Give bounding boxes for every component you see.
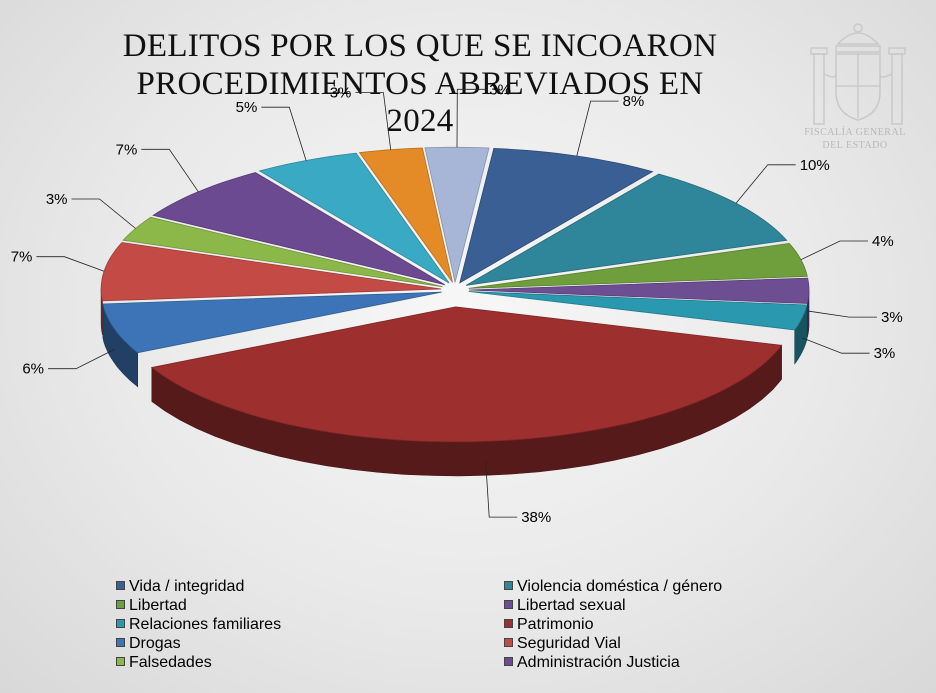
legend-label: Libertad [129, 597, 187, 614]
leader-line [735, 164, 796, 204]
legend-item: Drogas [116, 635, 181, 653]
pie-value-label: 3% [46, 191, 68, 208]
legend-swatch [116, 657, 125, 666]
legend-item: Violencia doméstica / género [504, 578, 722, 596]
pie-value-label: 3% [881, 309, 903, 326]
pie-slice [465, 173, 788, 286]
legend-item: Vida / integridad [116, 578, 244, 596]
legend-swatch [504, 600, 513, 609]
leader-line [48, 349, 115, 370]
legend-label: Violencia doméstica / género [517, 578, 723, 595]
leader-line [141, 148, 199, 192]
legend-item: Libertad sexual [504, 597, 626, 615]
pie-value-label: 3% [330, 85, 352, 102]
legend-swatch [504, 581, 513, 590]
pie-value-label: 4% [872, 233, 894, 250]
pie-slice [102, 291, 442, 354]
coat-of-arms-logo [810, 23, 906, 125]
legend-swatch [116, 638, 125, 647]
legend-swatch [116, 581, 125, 590]
legend-label: Seguridad Vial [517, 635, 621, 652]
logo-text-line-1: FISCALÍA GENERAL [804, 127, 906, 138]
leader-line [456, 88, 486, 148]
legend-swatch [504, 657, 513, 666]
legend-swatch [116, 619, 125, 628]
pie-value-label: 7% [11, 249, 33, 266]
legend-label: Vida / integridad [129, 578, 245, 595]
legend-label: Patrimonio [517, 616, 594, 633]
chart-title-line-1: DELITOS POR LOS QUE SE INCOARON [122, 28, 718, 64]
legend-label: Relaciones familiares [129, 616, 282, 633]
pie-value-label: 5% [236, 99, 258, 116]
legend-swatch [504, 638, 513, 647]
pie-value-label: 8% [623, 93, 645, 110]
pie-value-label: 3% [489, 81, 511, 98]
legend-swatch [504, 619, 513, 628]
leader-line [576, 100, 619, 157]
pie-value-label: 10% [800, 157, 830, 174]
pie-value-label: 7% [116, 141, 138, 158]
legend-item: Falsedades [116, 654, 212, 672]
legend-item: Administración Justicia [504, 654, 680, 672]
legend-item: Seguridad Vial [504, 635, 621, 653]
pie-slice [468, 277, 810, 304]
pie-value-label: 38% [521, 509, 551, 526]
legend-label: Drogas [129, 635, 181, 652]
pie-value-label: 6% [22, 361, 44, 378]
leader-line [485, 461, 518, 518]
chart-title-line-2: PROCEDIMIENTOS ABREVIADOS EN 2024 [136, 66, 704, 139]
pie-value-label: 3% [874, 345, 896, 362]
pie-chart: 8% 10% 4% 3% 3% 38% 6% 7% 3% 7% 5% 3% 3% [11, 81, 903, 526]
pie-slice [468, 291, 808, 331]
logo-text-line-2: DEL ESTADO [822, 140, 888, 151]
leader-line [261, 106, 307, 161]
legend-item: Patrimonio [504, 616, 593, 634]
leader-line [355, 92, 392, 150]
leader-line [808, 310, 877, 318]
leader-line [800, 240, 868, 261]
legend-label: Falsedades [129, 654, 212, 671]
legend-label: Administración Justicia [517, 654, 680, 671]
legend-swatch [116, 600, 125, 609]
leader-line [802, 337, 870, 354]
leader-line [36, 256, 105, 272]
pie-slice [150, 306, 783, 443]
legend-item: Relaciones familiares [116, 616, 281, 634]
leader-line [71, 198, 136, 229]
legend-item: Libertad [116, 597, 187, 615]
legend-label: Libertad sexual [517, 597, 626, 614]
